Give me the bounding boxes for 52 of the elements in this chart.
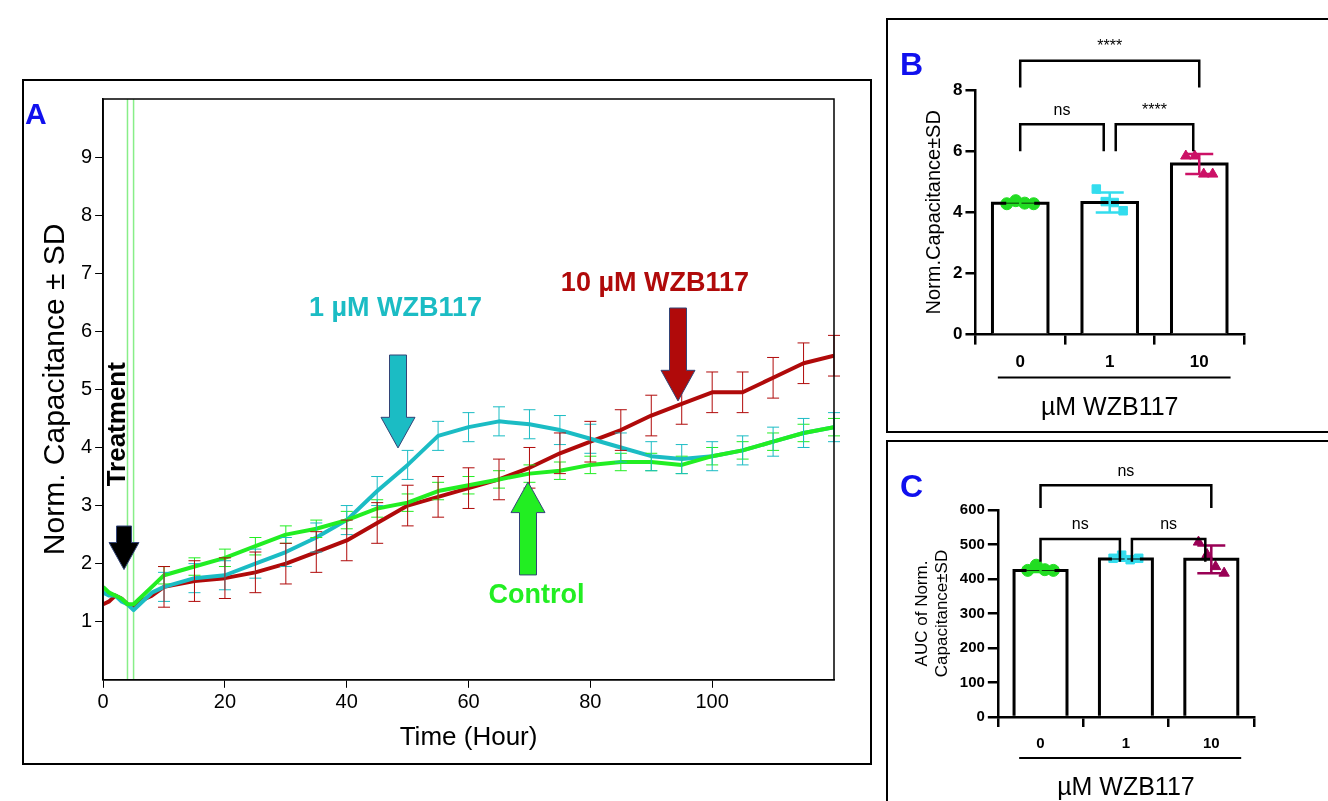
y-axis-title: Norm. Capacitance ± SD <box>37 223 71 556</box>
x-tick-label: 10 <box>1189 352 1209 372</box>
y-tick-label: 0 <box>952 324 963 344</box>
y-tick-label: 8 <box>81 202 93 225</box>
text: ns <box>1117 461 1135 479</box>
x-tick-label: 40 <box>335 690 358 713</box>
y-tick-label: 300 <box>959 603 985 621</box>
y-tick-label: 1 <box>81 609 93 632</box>
y-tick-label: 5 <box>81 376 93 399</box>
x-tick-label: 10 <box>1202 734 1220 752</box>
x-tick-label: 100 <box>695 690 729 713</box>
y-tick-label: 3 <box>81 493 93 516</box>
text: **** <box>1097 37 1123 55</box>
annotation: ns <box>1053 100 1071 118</box>
annotation: **** <box>1142 100 1167 118</box>
x-axis-title: µM WZB117 <box>1040 391 1179 420</box>
y-tick-label: 2 <box>81 551 93 574</box>
y-tick-label: 0 <box>976 707 985 725</box>
x-axis-title: µM WZB117 <box>1057 771 1195 800</box>
x-tick-label: 60 <box>457 690 480 713</box>
chart-title: B <box>900 45 924 82</box>
x-axis-title: Time (Hour) <box>399 720 538 751</box>
x-tick-label: 20 <box>213 690 237 713</box>
chart-title: A <box>25 97 47 131</box>
y-axis-title: Norm.Capacitance±SD <box>921 110 944 315</box>
annotation: ns <box>1071 515 1089 533</box>
annotation: Treatment <box>100 361 131 487</box>
y-tick-label: 6 <box>81 318 93 341</box>
y-tick-label: 400 <box>959 569 985 587</box>
y-tick-label: 4 <box>81 435 93 457</box>
x-tick-label: 1 <box>1104 352 1115 372</box>
text: 1 µM WZB117 <box>308 291 483 322</box>
y-tick-label: 9 <box>81 144 93 167</box>
text: Control <box>488 579 585 610</box>
y-tick-label: 7 <box>81 260 93 283</box>
x-tick-label: 1 <box>1121 734 1131 752</box>
y-tick-label: 600 <box>959 500 985 518</box>
y-tick-label: 500 <box>959 534 985 552</box>
y-tick-label: 8 <box>952 79 963 99</box>
y-tick-label: 4 <box>952 201 963 221</box>
y-tick-label: 2 <box>952 263 963 283</box>
annotation: ns <box>1160 515 1178 533</box>
text: 10 µM WZB117 <box>560 266 749 297</box>
y-tick-label: 100 <box>959 672 985 690</box>
x-tick-label: 80 <box>579 690 602 713</box>
y-tick-label: 6 <box>952 140 963 160</box>
y-tick-label: 200 <box>959 638 985 656</box>
y-axis-title: AUC of Norm. Capacitance±SD <box>911 549 952 678</box>
chart-title: C <box>900 467 924 504</box>
x-tick-label: 0 <box>1036 734 1045 752</box>
x-tick-label: 0 <box>97 690 109 713</box>
x-tick-label: 0 <box>1015 352 1025 372</box>
